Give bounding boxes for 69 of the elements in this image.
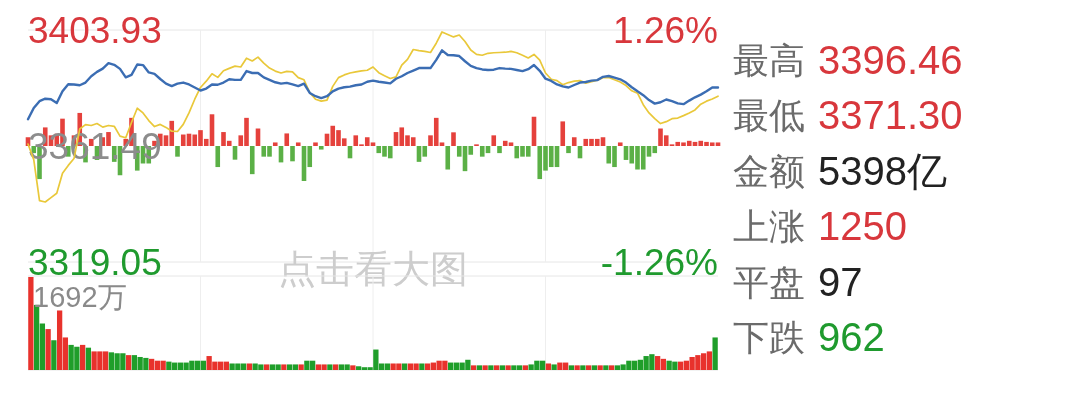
text: 97 [818, 259, 863, 304]
category-label: 平盘 [733, 261, 805, 303]
bar [45, 329, 51, 370]
bar [28, 277, 34, 370]
bar [488, 365, 494, 370]
bar [608, 365, 615, 370]
bar [313, 142, 318, 146]
category-label: 最高 [733, 39, 805, 81]
bar [560, 121, 566, 146]
bar [125, 355, 132, 370]
category-label: 最低 [733, 95, 805, 137]
bar [566, 146, 571, 154]
text: 1250 [818, 204, 907, 249]
bar [497, 146, 502, 154]
bar [445, 146, 451, 170]
bar [295, 142, 301, 146]
bar [350, 365, 356, 370]
bar [591, 365, 598, 370]
line-series [26, 49, 720, 121]
bar [175, 146, 180, 157]
bar [215, 146, 221, 168]
bar [246, 363, 253, 370]
bar [482, 365, 488, 370]
bar [505, 365, 511, 370]
bar [284, 133, 290, 146]
bar [574, 365, 580, 370]
bar [290, 146, 295, 162]
bar [712, 337, 718, 370]
annotation: 1692万 [33, 281, 127, 313]
y2-tick-label: 1.26% [613, 10, 718, 51]
category-label: 金额 [733, 150, 805, 192]
bar [327, 364, 333, 370]
category-label: 下跌 [733, 317, 805, 359]
text: 962 [818, 315, 885, 360]
category-label: 上涨 [733, 206, 805, 248]
bar [499, 365, 506, 370]
bar [522, 365, 529, 370]
bar [79, 344, 86, 370]
bar [585, 365, 592, 370]
text: 3371.30 [818, 93, 963, 138]
bar [603, 365, 609, 370]
text: 3396.46 [818, 37, 963, 82]
y2-tick-label: -1.26% [600, 242, 718, 283]
bar [568, 365, 575, 370]
bar [470, 365, 477, 370]
y-tick-label: 3403.93 [28, 10, 162, 51]
text: 5398亿 [818, 148, 947, 193]
bar [551, 364, 557, 370]
bar [332, 364, 339, 370]
bar [451, 132, 456, 146]
bar [491, 135, 497, 146]
bar [419, 363, 425, 370]
bar [571, 137, 577, 146]
bar [580, 365, 586, 370]
bar [597, 365, 603, 370]
bar [249, 146, 255, 175]
bar [401, 363, 408, 370]
bar [85, 347, 92, 370]
bar [281, 364, 287, 370]
bar [476, 365, 483, 370]
bar [51, 340, 57, 370]
bar [493, 365, 500, 370]
bar [545, 363, 552, 370]
bar [318, 146, 324, 150]
bar [298, 364, 304, 370]
y-tick-label: 3319.05 [28, 242, 162, 283]
bar [263, 364, 270, 370]
bar [617, 142, 623, 146]
bar [272, 142, 278, 146]
